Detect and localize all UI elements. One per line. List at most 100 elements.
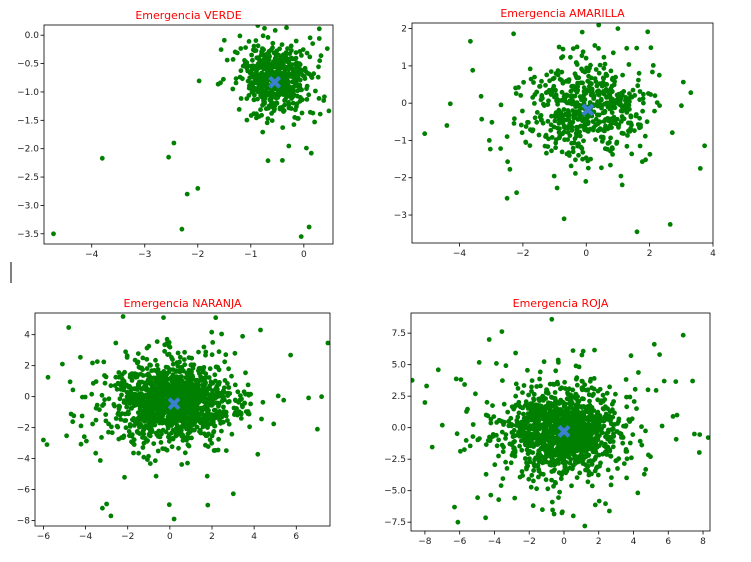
scatter-point: [243, 370, 248, 376]
scatter-point: [648, 45, 654, 51]
scatter-point: [637, 438, 643, 444]
scatter-points: [422, 23, 747, 235]
scatter-point: [136, 401, 142, 407]
scatter-point: [144, 366, 150, 371]
scatter-point: [67, 379, 73, 385]
scatter-point: [291, 122, 297, 127]
scatter-point: [504, 466, 510, 471]
scatter-point: [221, 394, 226, 400]
scatter-point: [624, 45, 630, 51]
scatter-point: [606, 416, 612, 421]
scatter-point: [521, 79, 526, 85]
scatter-point: [629, 455, 634, 461]
scatter-point: [626, 417, 632, 423]
x-tick-label: −2: [191, 250, 204, 260]
scatter-point: [123, 418, 129, 423]
chart-panel-2: Emergencia AMARILLA −4 −2 0 2 4 2 1 0 −1 −2 −3: [394, 7, 747, 259]
scatter-point: [217, 380, 222, 385]
scatter-point: [186, 373, 192, 378]
scatter-point: [226, 385, 232, 390]
x-tick-label: 6: [293, 532, 299, 542]
scatter-point: [218, 47, 224, 52]
scatter-point: [492, 462, 498, 468]
scatter-point: [540, 120, 546, 126]
scatter-point: [479, 116, 485, 122]
scatter-point: [588, 407, 594, 412]
scatter-point: [552, 479, 558, 485]
scatter-point: [586, 438, 592, 444]
scatter-point: [156, 375, 161, 381]
scatter-point: [742, 125, 747, 130]
scatter-point: [549, 135, 555, 140]
scatter-point: [549, 113, 554, 119]
scatter-point: [154, 432, 160, 437]
scatter-point: [619, 90, 625, 96]
chart-title: Emergencia AMARILLA: [500, 7, 625, 20]
scatter-point: [598, 415, 603, 421]
scatter-point: [510, 450, 516, 455]
scatter-point: [545, 486, 551, 492]
scatter-point: [500, 476, 506, 481]
scatter-point: [143, 423, 149, 429]
scatter-point: [612, 105, 618, 111]
scatter-point: [187, 378, 193, 384]
scatter-point: [154, 362, 160, 368]
scatter-point: [164, 340, 170, 346]
scatter-point: [165, 425, 171, 431]
scatter-point: [123, 425, 129, 431]
scatter-point: [203, 380, 209, 386]
x-tick-label: 0: [167, 532, 173, 542]
scatter-point: [101, 359, 107, 365]
x-tick-label: −4: [453, 249, 467, 259]
scatter-point: [288, 352, 293, 358]
scatter-point: [321, 98, 327, 103]
scatter-point: [569, 140, 574, 146]
scatter-point: [163, 364, 169, 370]
scatter-point: [555, 357, 561, 363]
scatter-point: [594, 112, 600, 118]
scatter-point: [631, 399, 637, 404]
scatter-point: [499, 442, 505, 448]
scatter-point: [194, 424, 200, 430]
scatter-point: [152, 458, 158, 464]
scatter-point: [529, 378, 535, 383]
scatter-point: [549, 469, 555, 474]
scatter-point: [553, 368, 559, 374]
scatter-point: [589, 447, 595, 452]
scatter-point: [525, 367, 530, 373]
scatter-point: [201, 413, 206, 418]
scatter-point: [639, 442, 645, 448]
scatter-point: [189, 369, 194, 375]
scatter-point: [191, 421, 197, 427]
scatter-point: [569, 101, 575, 107]
y-tick-label: 5.0: [392, 361, 407, 371]
scatter-point: [207, 396, 212, 402]
scatter-point: [523, 124, 529, 129]
scatter-point: [639, 424, 644, 430]
scatter-point: [584, 466, 590, 472]
scatter-point: [189, 415, 195, 421]
scatter-point: [152, 368, 157, 373]
scatter-point: [659, 423, 665, 429]
y-tick-label: 0.0: [392, 424, 407, 434]
scatter-point: [236, 107, 242, 112]
scatter-point: [114, 423, 120, 429]
scatter-point: [505, 159, 510, 165]
scatter-point: [467, 443, 473, 449]
scatter-point: [203, 375, 209, 380]
scatter-point: [574, 126, 580, 132]
scatter-point: [99, 155, 105, 161]
chart-panel-1: Emergencia VERDE −4 −3 −2 −1 0 0.0 −0.5 −1.0 −1.5…: [17, 9, 334, 260]
scatter-point: [608, 482, 614, 488]
scatter-point: [528, 127, 533, 133]
scatter-point: [518, 122, 524, 128]
scatter-point: [198, 374, 204, 379]
scatter-point: [276, 73, 281, 78]
scatter-point: [593, 67, 599, 72]
scatter-point: [556, 120, 562, 126]
scatter-point: [585, 129, 591, 134]
scatter-point: [575, 143, 581, 149]
scatter-point: [579, 418, 585, 423]
scatter-point: [551, 173, 557, 179]
scatter-point: [229, 373, 234, 379]
